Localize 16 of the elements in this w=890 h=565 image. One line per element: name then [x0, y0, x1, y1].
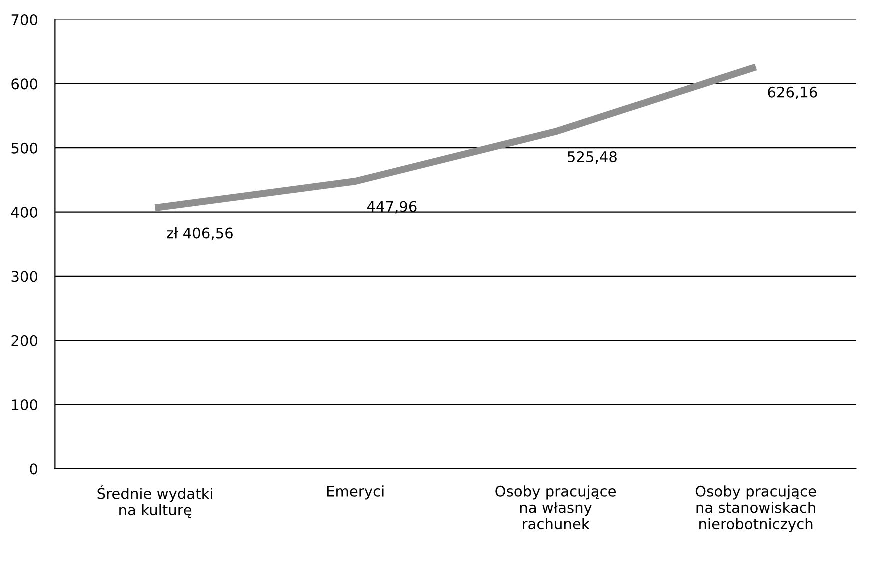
y-tick-label: 0: [30, 464, 38, 475]
y-tick-label: 700: [12, 14, 38, 26]
x-tick-label: Średnie wydatki na kulturę: [98, 486, 212, 518]
data-label: 626,16: [768, 86, 818, 100]
data-label: 447,96: [367, 201, 417, 214]
y-tick-label: 600: [12, 78, 38, 90]
y-tick-label: 100: [12, 400, 38, 411]
y-tick-label: 200: [12, 335, 38, 346]
y-tick-label: 500: [12, 142, 38, 154]
y-tick-label: 400: [11, 206, 38, 218]
x-tick-label: Emeryci: [327, 486, 384, 500]
x-tick-label: Osoby pracujące na własny rachunek: [496, 486, 616, 530]
data-label: zł 406,56: [167, 228, 233, 240]
data-label: 525,48: [568, 151, 617, 164]
y-tick-label: 300: [12, 271, 38, 282]
x-tick-label: Osoby pracujące na stanowiskach nierobotniczych: [696, 486, 816, 532]
